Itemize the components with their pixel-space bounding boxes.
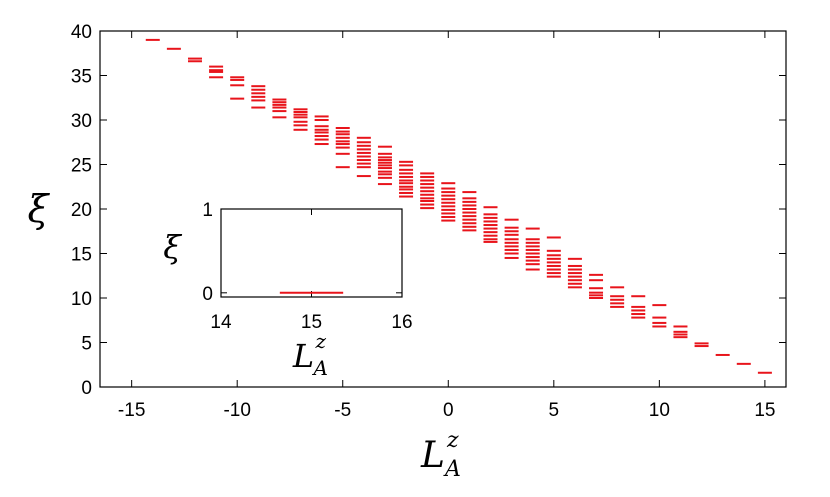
svg-text:z: z <box>446 428 459 453</box>
svg-text:L: L <box>292 337 314 375</box>
inset-x-tick-label: 16 <box>391 312 412 333</box>
y-tick-label: 0 <box>81 378 92 399</box>
main-x-axis-title-sub: A <box>443 457 461 482</box>
y-tick-label: 40 <box>71 22 92 43</box>
y-tick-label: 10 <box>71 289 92 310</box>
inset-x-axis-title: L z A <box>292 329 328 380</box>
y-tick-label: 20 <box>71 200 92 221</box>
svg-text:A: A <box>443 457 461 482</box>
inset-x-tick-label: 14 <box>210 312 232 333</box>
svg-text:A: A <box>312 356 328 380</box>
main-x-axis-title-sup: z <box>446 428 459 453</box>
inset-axis-ticks: 14 15 16 0 1 <box>202 200 412 333</box>
x-tick-label: 5 <box>549 400 560 421</box>
x-tick-label: 10 <box>649 400 670 421</box>
inset-y-axis-title: ξ <box>163 228 182 266</box>
inset-y-tick-label: 1 <box>202 200 213 221</box>
x-tick-label: 15 <box>754 400 775 421</box>
inset-plot: 14 15 16 0 1 L z A ξ <box>163 200 412 380</box>
inset-y-tick-label: 0 <box>202 284 213 305</box>
y-tick-label: 35 <box>71 67 92 88</box>
inset-background <box>221 209 402 297</box>
x-tick-label: -10 <box>223 400 250 421</box>
inset-x-axis-title-sub: A <box>312 356 328 380</box>
main-y-axis-title: ξ <box>28 187 51 231</box>
inset-x-tick-label: 15 <box>301 312 322 333</box>
main-data-marks <box>145 38 772 374</box>
y-tick-label: 30 <box>71 111 92 132</box>
x-tick-label: -5 <box>334 400 351 421</box>
svg-text:L: L <box>420 435 445 476</box>
main-x-axis-title: L z A <box>420 428 461 482</box>
y-tick-label: 5 <box>81 334 92 355</box>
x-tick-label: 0 <box>443 400 454 421</box>
inset-x-axis-title-main: L <box>292 337 314 375</box>
inset-x-axis-title-sup: z <box>315 329 327 353</box>
x-tick-label: -15 <box>118 400 145 421</box>
main-x-axis-title-main: L <box>420 435 445 476</box>
svg-text:z: z <box>315 329 327 353</box>
y-tick-label: 25 <box>71 156 92 177</box>
y-tick-label: 15 <box>71 245 92 266</box>
